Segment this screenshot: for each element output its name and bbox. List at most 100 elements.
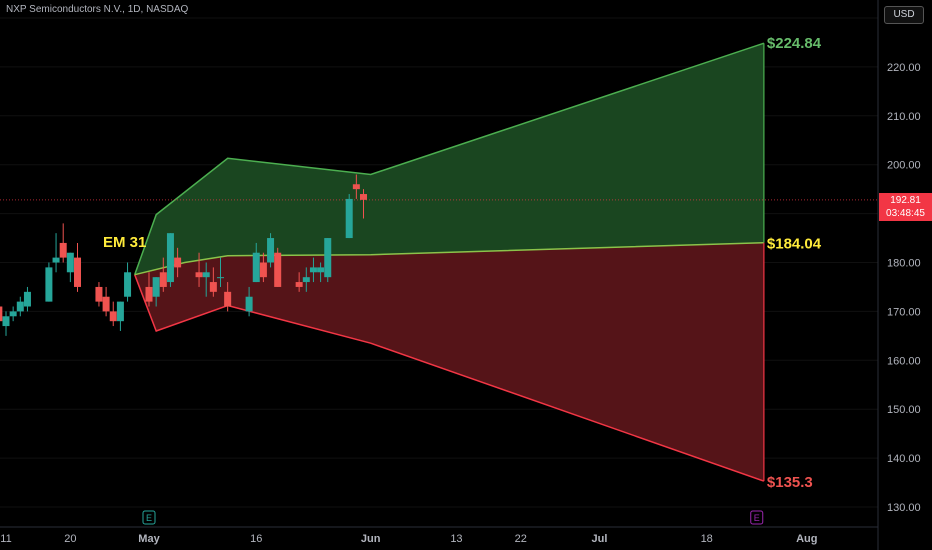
candle-body — [23, 291, 31, 307]
candle-body — [109, 311, 117, 322]
candle — [2, 311, 10, 336]
candle — [74, 242, 81, 292]
x-tick-label: 22 — [515, 533, 527, 545]
y-tick-label: 210.00 — [887, 111, 921, 123]
lower-range-area — [134, 242, 764, 482]
candle — [309, 257, 317, 283]
candle-body — [345, 198, 353, 239]
x-tick-label: 11 — [0, 533, 11, 545]
candle-body — [16, 301, 24, 312]
candle-body — [252, 252, 260, 283]
candle-body — [59, 242, 67, 258]
candle — [317, 262, 325, 283]
candle — [52, 233, 60, 273]
candle-body — [209, 282, 217, 292]
candle-body — [202, 272, 210, 278]
candle-body — [259, 262, 267, 278]
x-tick-label: 13 — [450, 533, 462, 545]
candle — [23, 286, 31, 312]
x-tick-label: 18 — [701, 533, 713, 545]
candle — [45, 262, 53, 302]
candle — [16, 296, 24, 317]
candle — [360, 189, 367, 219]
candle — [224, 282, 232, 312]
candle — [174, 247, 182, 278]
candle — [209, 267, 217, 297]
x-tick-label: Jul — [591, 533, 607, 545]
y-tick-label: 170.00 — [887, 306, 921, 318]
candle — [152, 277, 160, 307]
candle-body — [245, 296, 253, 312]
candle-body — [159, 272, 167, 287]
bar-countdown: 03:48:45 — [886, 208, 925, 219]
x-tick-label: 16 — [250, 533, 262, 545]
candle-body — [174, 257, 182, 268]
candle — [267, 233, 275, 268]
candle-body — [95, 286, 103, 302]
candle — [116, 301, 124, 331]
x-tick-label: May — [138, 533, 160, 545]
candle — [252, 242, 260, 283]
candle — [202, 262, 210, 297]
candle-body — [217, 277, 224, 279]
upper-range-line — [133, 42, 765, 275]
candle — [145, 272, 153, 307]
candle-body — [152, 277, 160, 297]
mid-target-label: $184.04 — [767, 236, 822, 253]
candle-body — [317, 267, 325, 273]
earnings-marker-letter: E — [754, 513, 760, 523]
candle-body — [267, 238, 275, 263]
candle — [302, 267, 310, 292]
earnings-marker-letter: E — [146, 513, 152, 523]
candle-body — [2, 316, 10, 327]
candle-body — [9, 311, 17, 317]
y-tick-label: 200.00 — [887, 160, 921, 172]
earnings-event-marker[interactable]: E — [750, 510, 764, 525]
candle — [9, 306, 17, 322]
y-tick-label: 160.00 — [887, 355, 921, 367]
candle-body — [195, 272, 203, 278]
candle — [217, 257, 224, 287]
current-price-tag: 192.81 03:48:45 — [879, 193, 932, 221]
y-tick-label: 130.00 — [887, 502, 921, 514]
candle-body — [52, 257, 60, 263]
currency-button[interactable]: USD — [884, 6, 924, 24]
candle — [245, 286, 253, 317]
em-label: EM 31 — [103, 234, 146, 251]
candle-body — [0, 306, 3, 322]
candle — [259, 252, 267, 283]
y-tick-label: 220.00 — [887, 62, 921, 74]
earnings-event-marker[interactable]: E — [142, 510, 156, 525]
y-tick-label: 140.00 — [887, 453, 921, 465]
candle — [95, 282, 103, 307]
earnings-marker-box — [750, 510, 764, 525]
candle-body — [74, 257, 81, 287]
candle — [352, 174, 360, 199]
candle — [0, 306, 3, 322]
chart-symbol-title: NXP Semiconductors N.V., 1D, NASDAQ — [6, 4, 189, 15]
candle — [324, 238, 332, 283]
candle-body — [145, 286, 153, 302]
candle — [195, 252, 203, 287]
candle — [102, 286, 110, 317]
candle — [59, 223, 67, 263]
candle-body — [224, 291, 232, 307]
upper-range-area — [134, 43, 764, 275]
candle — [66, 252, 74, 283]
candle — [109, 301, 117, 327]
upper-target-label: $224.84 — [767, 35, 822, 52]
candle — [124, 262, 132, 302]
y-tick-label: 180.00 — [887, 258, 921, 270]
candle-body — [66, 252, 74, 273]
x-tick-label: 20 — [64, 533, 76, 545]
candle-body — [45, 267, 53, 302]
lower-target-label: $135.3 — [767, 474, 813, 491]
current-price-value: 192.81 — [890, 195, 921, 206]
earnings-marker-box — [142, 510, 156, 525]
candle-body — [166, 233, 174, 283]
x-tick-label: Jun — [361, 533, 381, 545]
x-tick-label: Aug — [796, 533, 817, 545]
candle-body — [360, 194, 367, 200]
candle — [274, 247, 282, 287]
